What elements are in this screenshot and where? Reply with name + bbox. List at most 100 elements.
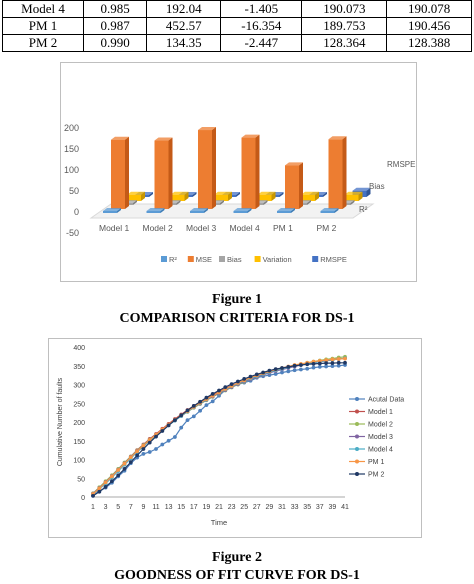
- figure2-caption-number: Figure 2: [212, 550, 262, 565]
- bar-top: [198, 127, 216, 131]
- legend-swatch: [161, 256, 167, 262]
- x-tick-label: 41: [341, 504, 349, 511]
- legend-label: Model 2: [368, 422, 393, 429]
- data-point: [343, 360, 347, 365]
- data-point: [305, 362, 310, 367]
- bar-top: [277, 208, 295, 211]
- y-tick-label: 0: [74, 207, 79, 217]
- y-tick-label: 200: [64, 123, 79, 133]
- data-point: [97, 489, 102, 494]
- data-point: [185, 418, 190, 423]
- depth-label-r2: R²: [359, 205, 368, 214]
- bar-side: [307, 200, 311, 205]
- x-tick-label: 19: [203, 504, 211, 511]
- data-point: [242, 376, 247, 381]
- data-point: [166, 438, 171, 443]
- data-point: [147, 440, 152, 445]
- y-tick-label: 50: [69, 186, 79, 196]
- x-tick-label: 21: [215, 504, 223, 511]
- data-point: [128, 455, 133, 460]
- data-point: [185, 408, 190, 413]
- series-line-model-4: [92, 357, 346, 495]
- data-point: [173, 418, 177, 423]
- data-point: [336, 357, 341, 361]
- legend-label: Model 1: [368, 409, 393, 416]
- legend-swatch: [254, 256, 261, 262]
- legend-swatch: [219, 256, 225, 262]
- data-point: [305, 366, 310, 371]
- data-point: [141, 443, 146, 448]
- x-tick-label: Model 3: [186, 223, 217, 233]
- data-point: [154, 447, 158, 451]
- data-point: [116, 468, 121, 472]
- figure2-caption-title: GOODNESS OF FIT CURVE FOR DS-1: [114, 568, 360, 583]
- bar-side: [279, 192, 284, 197]
- bar-top: [233, 208, 252, 211]
- y-tick-label: 300: [73, 383, 85, 390]
- table-cell: 190.456: [386, 17, 472, 35]
- series-line-pm-2: [92, 362, 345, 497]
- x-axis-label: Time: [211, 518, 227, 527]
- legend-marker: [355, 422, 359, 426]
- bar-side: [220, 200, 224, 205]
- data-point: [261, 370, 265, 375]
- data-point: [103, 480, 108, 485]
- table-cell: 134.35: [146, 34, 222, 52]
- bar-r: [103, 211, 117, 213]
- bar-side: [350, 200, 355, 205]
- figure1-chart: 200 150 100 50 0 -50 RMSPE Bias R² Model 1 Model 2…: [60, 62, 417, 282]
- x-tick-label: PM 2: [317, 223, 337, 233]
- bar-side: [263, 200, 268, 205]
- bar-side: [255, 134, 260, 209]
- data-point: [210, 399, 215, 404]
- data-point: [191, 403, 196, 408]
- data-point: [267, 368, 272, 373]
- data-point: [198, 408, 203, 413]
- bar-top: [320, 208, 339, 211]
- data-point: [204, 395, 209, 400]
- data-point: [141, 451, 146, 456]
- bar-top: [127, 191, 145, 195]
- bar-variation: [214, 194, 228, 201]
- data-point: [343, 356, 347, 361]
- table-cell: 189.753: [301, 17, 388, 35]
- bar-top: [301, 191, 319, 195]
- x-tick-label: 29: [266, 504, 274, 511]
- data-point: [236, 379, 240, 384]
- x-tick-label: 17: [190, 504, 198, 511]
- table-cell: Model 4: [2, 0, 84, 18]
- table-cell: 128.388: [386, 34, 472, 52]
- table-cell: -2.447: [220, 34, 303, 52]
- table-cell: 190.078: [386, 0, 472, 18]
- series-line-pm-1: [92, 358, 346, 495]
- table-cell: 192.04: [146, 0, 222, 18]
- data-point: [254, 372, 259, 377]
- data-point: [273, 367, 278, 372]
- bar-top: [241, 134, 260, 138]
- series-line-acutal-data: [92, 364, 346, 496]
- x-tick-label: 11: [152, 504, 159, 511]
- table-row: PM 2 0.990 134.35 -2.447 128.364 128.388: [2, 34, 472, 52]
- data-point: [330, 357, 335, 362]
- data-point: [311, 365, 316, 370]
- x-tick-label: 39: [329, 504, 337, 511]
- x-tick-label: 33: [291, 504, 299, 511]
- y-tick-label: 250: [73, 401, 85, 408]
- bar-top: [328, 136, 347, 140]
- legend-label: R²: [169, 255, 177, 264]
- data-point: [97, 486, 102, 491]
- x-tick-label: Model 4: [230, 223, 261, 233]
- data-point: [292, 368, 297, 373]
- y-tick-label: 0: [81, 495, 85, 502]
- bar-side: [192, 192, 197, 197]
- bar-side: [160, 208, 165, 213]
- y-tick-label: 100: [64, 165, 79, 175]
- x-tick-label: 13: [165, 504, 173, 511]
- depth-label-rmspe: RMSPE: [387, 160, 415, 169]
- data-point: [179, 425, 184, 430]
- legend-label: PM 1: [368, 459, 384, 466]
- x-tick-label: 7: [129, 504, 133, 511]
- data-point: [248, 374, 253, 379]
- data-point: [160, 442, 165, 447]
